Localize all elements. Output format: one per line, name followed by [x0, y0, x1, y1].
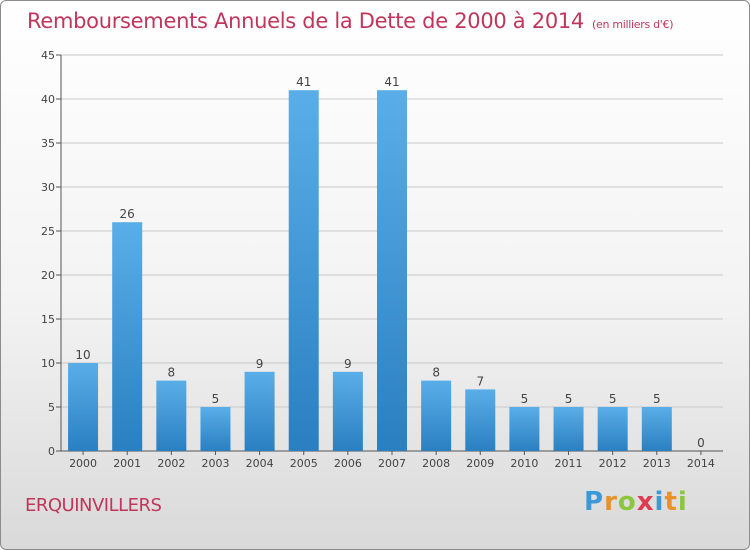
- bar: [377, 90, 407, 451]
- x-tick-label: 2003: [201, 457, 229, 470]
- x-tick-label: 2007: [378, 457, 406, 470]
- data-label: 9: [256, 357, 264, 371]
- logo-letter: r: [604, 487, 618, 517]
- data-label: 8: [168, 366, 176, 380]
- bar: [112, 222, 143, 451]
- x-tick-label: 2002: [157, 457, 185, 470]
- logo-letter: t: [664, 487, 678, 517]
- bar: [597, 407, 628, 451]
- data-label: 5: [609, 392, 617, 406]
- bars: [68, 90, 672, 451]
- logo-letter: x: [636, 487, 655, 517]
- y-tick-label: 40: [41, 93, 55, 106]
- x-tick-label: 2010: [510, 457, 538, 470]
- x-tick-label: 2011: [555, 457, 583, 470]
- x-tick-label: 2006: [334, 457, 362, 470]
- data-label: 5: [565, 392, 573, 406]
- x-tick-label: 2000: [69, 457, 97, 470]
- x-tick-label: 2004: [246, 457, 274, 470]
- y-tick-label: 25: [41, 225, 55, 238]
- data-label: 5: [653, 392, 661, 406]
- labels: 0 5 10 15 20 25 30 35 40 45 2000 10 2001 26 2002 8 2003 5…: [41, 49, 715, 470]
- data-label: 0: [697, 436, 705, 450]
- bar: [288, 90, 319, 451]
- title-text: Remboursements Annuels de la Dette de 20…: [27, 9, 584, 33]
- y-tick-label: 30: [41, 181, 55, 194]
- x-tick-label: 2014: [687, 457, 715, 470]
- x-tick-label: 2005: [290, 457, 318, 470]
- y-tick-label: 5: [48, 401, 55, 414]
- data-label: 8: [432, 366, 440, 380]
- bar: [641, 407, 672, 451]
- logo-letter: o: [617, 487, 637, 517]
- unit-label: (en milliers d'€): [592, 18, 674, 31]
- y-tick-label: 20: [41, 269, 55, 282]
- y-tick-label: 35: [41, 137, 55, 150]
- data-label: 7: [476, 374, 484, 388]
- x-tick-label: 2012: [599, 457, 627, 470]
- bar: [156, 380, 187, 451]
- proxiti-logo: Proxiti: [584, 487, 688, 517]
- x-tick-label: 2001: [113, 457, 141, 470]
- x-tick-label: 2008: [422, 457, 450, 470]
- y-tick-label: 0: [48, 445, 55, 458]
- data-label: 10: [75, 348, 90, 362]
- logo-letter: P: [584, 487, 605, 517]
- commune-name: ERQUINVILLERS: [25, 495, 162, 516]
- data-label: 9: [344, 357, 352, 371]
- bar: [465, 389, 496, 451]
- data-label: 5: [212, 392, 220, 406]
- data-label: 41: [296, 75, 311, 89]
- bar: [332, 371, 363, 451]
- bar: [68, 363, 99, 451]
- x-tick-label: 2013: [643, 457, 671, 470]
- x-tick-label: 2009: [466, 457, 494, 470]
- chart-title: Remboursements Annuels de la Dette de 20…: [27, 9, 673, 33]
- logo-letter: i: [677, 487, 688, 517]
- bar: [553, 407, 584, 451]
- y-tick-label: 10: [41, 357, 55, 370]
- data-label: 26: [120, 207, 135, 221]
- bar: [200, 407, 231, 451]
- y-tick-label: 15: [41, 313, 55, 326]
- bar: [421, 380, 452, 451]
- data-label: 5: [521, 392, 529, 406]
- data-label: 41: [384, 75, 399, 89]
- bar: [509, 407, 540, 451]
- logo-letter: i: [654, 487, 665, 517]
- y-tick-label: 45: [41, 49, 55, 62]
- bar: [244, 371, 275, 451]
